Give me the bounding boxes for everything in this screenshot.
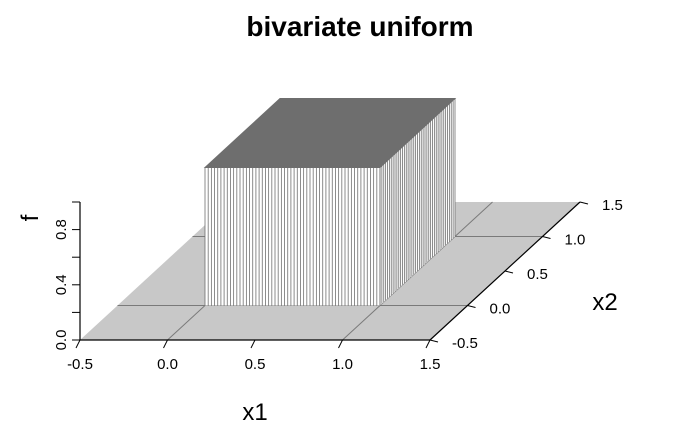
x1-tick	[338, 339, 343, 349]
axes: -0.5 0.0 0.5 1.0 1.5 -0.5 0.0 0.5 1.0 1.5 0.0 0.4 0.…	[53, 197, 623, 373]
f-tick-label: 0.4	[53, 274, 70, 295]
x1-tick	[250, 339, 256, 349]
x2-tick	[579, 201, 589, 205]
x2-tick-label: 1.0	[565, 232, 586, 249]
x1-tick-label: 1.5	[420, 356, 441, 373]
x1-tick-label: 0.0	[157, 356, 178, 373]
x2-tick	[429, 339, 439, 343]
x1-tick-label: 1.0	[332, 356, 353, 373]
x2-axis-label: x2	[592, 289, 617, 316]
top-face	[203, 98, 457, 168]
x2-tick	[542, 236, 551, 239]
x1-tick-label: -0.5	[67, 356, 93, 373]
x2-tick-label: 1.5	[602, 197, 623, 214]
x2-tick	[504, 270, 514, 274]
chart-title: bivariate uniform	[246, 11, 473, 42]
x1-tick-label: 0.5	[245, 356, 266, 373]
x1-tick	[425, 339, 431, 349]
f-axis-label: f	[17, 214, 44, 221]
x2-tick-label: 0.0	[490, 301, 511, 318]
x2-tick	[467, 305, 476, 308]
f-tick-label: 0.8	[53, 219, 70, 240]
density-box	[203, 98, 457, 306]
x1-axis-label: x1	[242, 399, 267, 426]
x2-tick-label: -0.5	[452, 335, 478, 352]
f-tick-label: 0.0	[53, 330, 70, 351]
front-wall	[205, 167, 380, 306]
x1-tick	[163, 339, 168, 349]
x2-tick-label: 0.5	[527, 266, 548, 283]
x1-tick	[75, 339, 81, 349]
